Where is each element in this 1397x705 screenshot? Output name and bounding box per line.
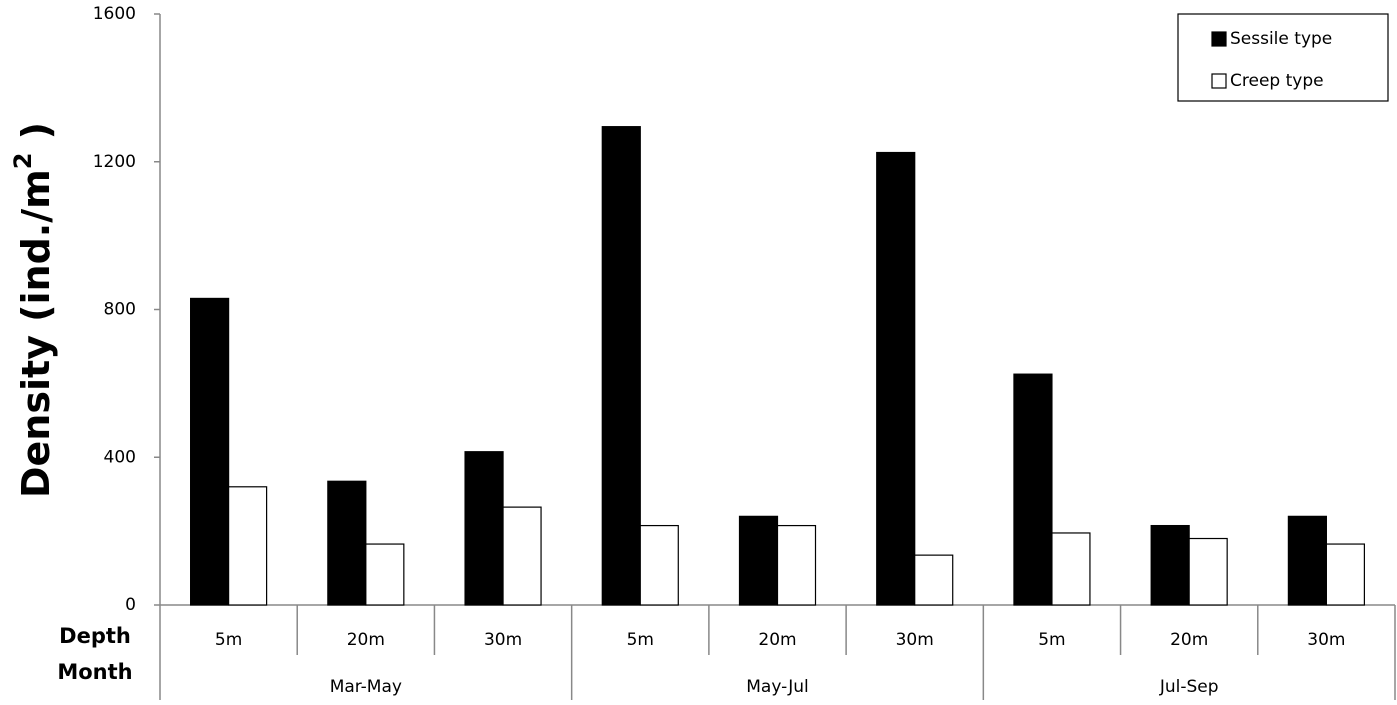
group-label: Mar-May <box>330 677 402 697</box>
bar <box>776 524 817 606</box>
x-tick-label: 5m <box>627 630 654 650</box>
bar <box>914 554 954 606</box>
x-tick-label: 5m <box>1038 630 1065 650</box>
legend-label: Creep type <box>1230 71 1324 91</box>
y-label-end: ) <box>14 122 58 153</box>
bar <box>876 151 916 606</box>
bar <box>601 126 641 606</box>
row-label: Depth <box>59 624 131 648</box>
legend-swatch <box>1211 73 1227 89</box>
x-tick-label: 30m <box>484 630 522 650</box>
bar <box>190 297 230 606</box>
group-label: May-Jul <box>746 677 808 697</box>
bar <box>365 543 405 606</box>
y-label-text: Density (ind./m <box>14 169 58 498</box>
legend-swatch <box>1211 31 1227 47</box>
bar <box>1013 373 1053 606</box>
x-tick-label: 20m <box>1170 630 1208 650</box>
y-tick-label: 400 <box>104 447 136 467</box>
legend-label: Sessile type <box>1230 29 1332 49</box>
y-tick-label: 1200 <box>93 152 136 172</box>
bar <box>1287 515 1327 606</box>
bar <box>1051 532 1091 606</box>
x-tick-label: 30m <box>1307 630 1345 650</box>
y-tick-label: 1600 <box>93 4 136 24</box>
x-tick-label: 20m <box>758 630 796 650</box>
y-label-sup: 2 <box>9 153 37 170</box>
bar <box>1325 543 1365 606</box>
x-tick-label: 5m <box>215 630 242 650</box>
bar <box>1150 524 1190 606</box>
x-tick-label: 30m <box>896 630 934 650</box>
bar <box>228 486 268 606</box>
x-tick-label: 20m <box>347 630 385 650</box>
y-tick-label: 0 <box>125 595 136 615</box>
bar <box>464 451 504 606</box>
bar <box>738 515 779 606</box>
bar <box>639 524 679 606</box>
bar <box>502 506 542 606</box>
group-label: Jul-Sep <box>1159 677 1219 697</box>
row-label: Month <box>57 660 132 684</box>
bar <box>327 480 367 606</box>
bar <box>1188 537 1228 606</box>
y-axis-label: Density (ind./m2 ) <box>9 122 58 498</box>
y-tick-label: 800 <box>104 300 136 320</box>
